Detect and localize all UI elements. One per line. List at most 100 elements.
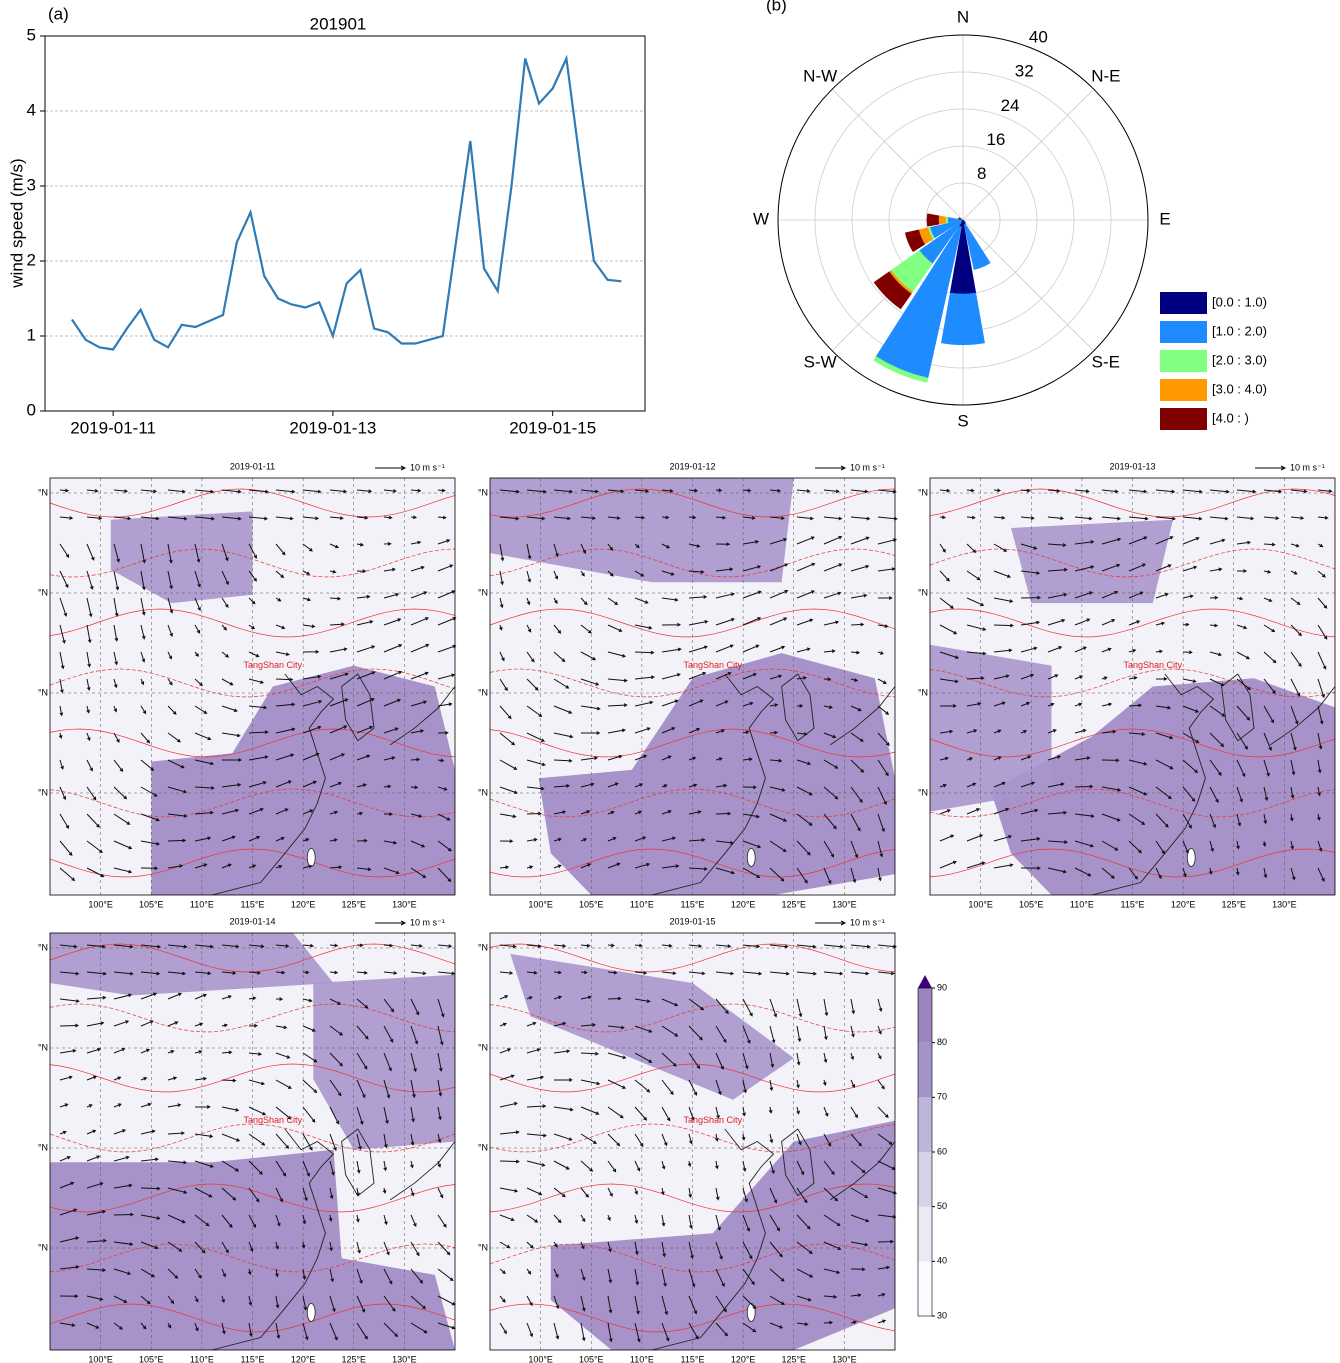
legend-label: [4.0 : )	[1212, 410, 1249, 425]
vector-key-label: 10 m s⁻¹	[1290, 462, 1325, 472]
y-tick-label: °N	[38, 687, 48, 697]
x-tick-label: 125°E	[341, 1354, 366, 1363]
angle-label: W	[753, 209, 769, 228]
x-tick-label: 115°E	[681, 1354, 705, 1363]
x-tick-label: 110°E	[190, 1354, 214, 1363]
radial-tick-label: 16	[986, 130, 1005, 149]
x-tick-label: 105°E	[1019, 899, 1044, 909]
angle-label: N-W	[803, 67, 837, 86]
city-label: TangShan City	[1123, 660, 1182, 670]
legend-swatch	[1160, 408, 1207, 430]
island	[307, 848, 315, 866]
y-tick-label: °N	[478, 1042, 488, 1052]
vector-key-label: 10 m s⁻¹	[410, 462, 445, 472]
y-tick-label: °N	[918, 687, 928, 697]
x-tick-label: 100°E	[528, 899, 553, 909]
x-tick-label: 130°E	[392, 1354, 417, 1363]
y-tick-label: °N	[38, 587, 48, 597]
colorbar-tick-label: 80	[937, 1037, 947, 1047]
legend-label: [3.0 : 4.0)	[1212, 381, 1267, 396]
legend-label: [0.0 : 1.0)	[1212, 294, 1267, 309]
y-tick-label: °N	[38, 787, 48, 797]
x-tick-label: 100°E	[968, 899, 993, 909]
radial-tick-label: 40	[1029, 27, 1048, 46]
line	[72, 59, 622, 350]
x-tick-label: 125°E	[781, 1354, 806, 1363]
y-tick-label: 5	[27, 25, 36, 44]
x-tick-label: 120°E	[291, 1354, 316, 1363]
y-tick-label: °N	[38, 942, 48, 952]
x-tick-label: 2019-01-15	[509, 418, 596, 437]
rose-bar	[927, 214, 939, 227]
colorbar-tick-label: 50	[937, 1201, 947, 1211]
radial-tick-label: 24	[1001, 96, 1020, 115]
city-label: TangShan City	[243, 1115, 302, 1125]
vector-key-arrow	[815, 466, 845, 470]
x-tick-label: 105°E	[579, 899, 604, 909]
colorbar-tick-label: 70	[937, 1092, 947, 1102]
colorbar-extend	[918, 975, 932, 988]
x-tick-label: 115°E	[241, 1354, 265, 1363]
legend-label: [2.0 : 3.0)	[1212, 352, 1267, 367]
map-panel: TangShan City	[490, 933, 896, 1350]
map-title: 2019-01-14	[229, 916, 275, 926]
map-panel: TangShan City	[50, 478, 456, 895]
colorbar-segment	[918, 1097, 932, 1152]
x-tick-label: 130°E	[1272, 899, 1297, 909]
legend-label: [1.0 : 2.0)	[1212, 323, 1267, 338]
vector-key-label: 10 m s⁻¹	[850, 917, 885, 927]
y-tick-label: °N	[478, 1142, 488, 1152]
legend-swatch	[1160, 350, 1207, 372]
y-tick-label: °N	[478, 942, 488, 952]
radial-tick-label: 32	[1015, 62, 1034, 81]
x-tick-label: 105°E	[139, 899, 164, 909]
x-tick-label: 2019-01-13	[289, 418, 376, 437]
y-tick-label: °N	[918, 787, 928, 797]
plot-frame	[45, 36, 645, 411]
map-panel: TangShan City	[490, 478, 897, 895]
x-tick-label: 120°E	[731, 899, 756, 909]
angle-label: N-E	[1091, 67, 1120, 86]
x-tick-label: 105°E	[579, 1354, 604, 1363]
rose-bar	[941, 293, 984, 345]
island	[747, 848, 755, 866]
map-title: 2019-01-12	[669, 461, 715, 471]
angle-label: E	[1159, 209, 1170, 228]
y-tick-label: 1	[27, 325, 36, 344]
x-tick-label: 120°E	[1171, 899, 1196, 909]
y-tick-label: °N	[918, 487, 928, 497]
legend-swatch	[1160, 321, 1207, 343]
x-tick-label: 2019-01-11	[70, 418, 156, 437]
vector-key-arrow	[815, 921, 845, 925]
radial-tick-label: 8	[977, 164, 986, 183]
x-tick-label: 100°E	[528, 1354, 553, 1363]
angle-label: S	[957, 411, 968, 430]
y-tick-label: °N	[38, 1242, 48, 1252]
colorbar-segment	[918, 1261, 932, 1316]
colorbar-segment	[918, 1207, 932, 1262]
angle-grid-line	[832, 89, 963, 220]
colorbar-tick-label: 30	[937, 1310, 947, 1320]
y-tick-label: °N	[478, 787, 488, 797]
colorbar-tick-label: 60	[937, 1146, 947, 1156]
legend-swatch	[1160, 379, 1207, 401]
angle-grid-line	[963, 89, 1094, 220]
city-label: TangShan City	[683, 1115, 742, 1125]
vector-key-arrow	[375, 921, 405, 925]
colorbar-tick-label: 40	[937, 1256, 947, 1266]
x-tick-label: 120°E	[291, 899, 316, 909]
vector-key-label: 10 m s⁻¹	[850, 462, 885, 472]
x-tick-label: 130°E	[832, 899, 857, 909]
x-tick-label: 100°E	[88, 899, 113, 909]
y-tick-label: 4	[27, 100, 36, 119]
city-label: TangShan City	[683, 660, 742, 670]
y-tick-label: °N	[478, 687, 488, 697]
y-tick-label: °N	[478, 487, 488, 497]
y-tick-label: °N	[38, 1042, 48, 1052]
x-tick-label: 130°E	[832, 1354, 857, 1363]
island	[307, 1303, 315, 1321]
colorbar-segment	[918, 1152, 932, 1207]
x-tick-label: 115°E	[241, 899, 265, 909]
map-title: 2019-01-15	[669, 916, 715, 926]
map-title: 2019-01-11	[230, 461, 275, 471]
